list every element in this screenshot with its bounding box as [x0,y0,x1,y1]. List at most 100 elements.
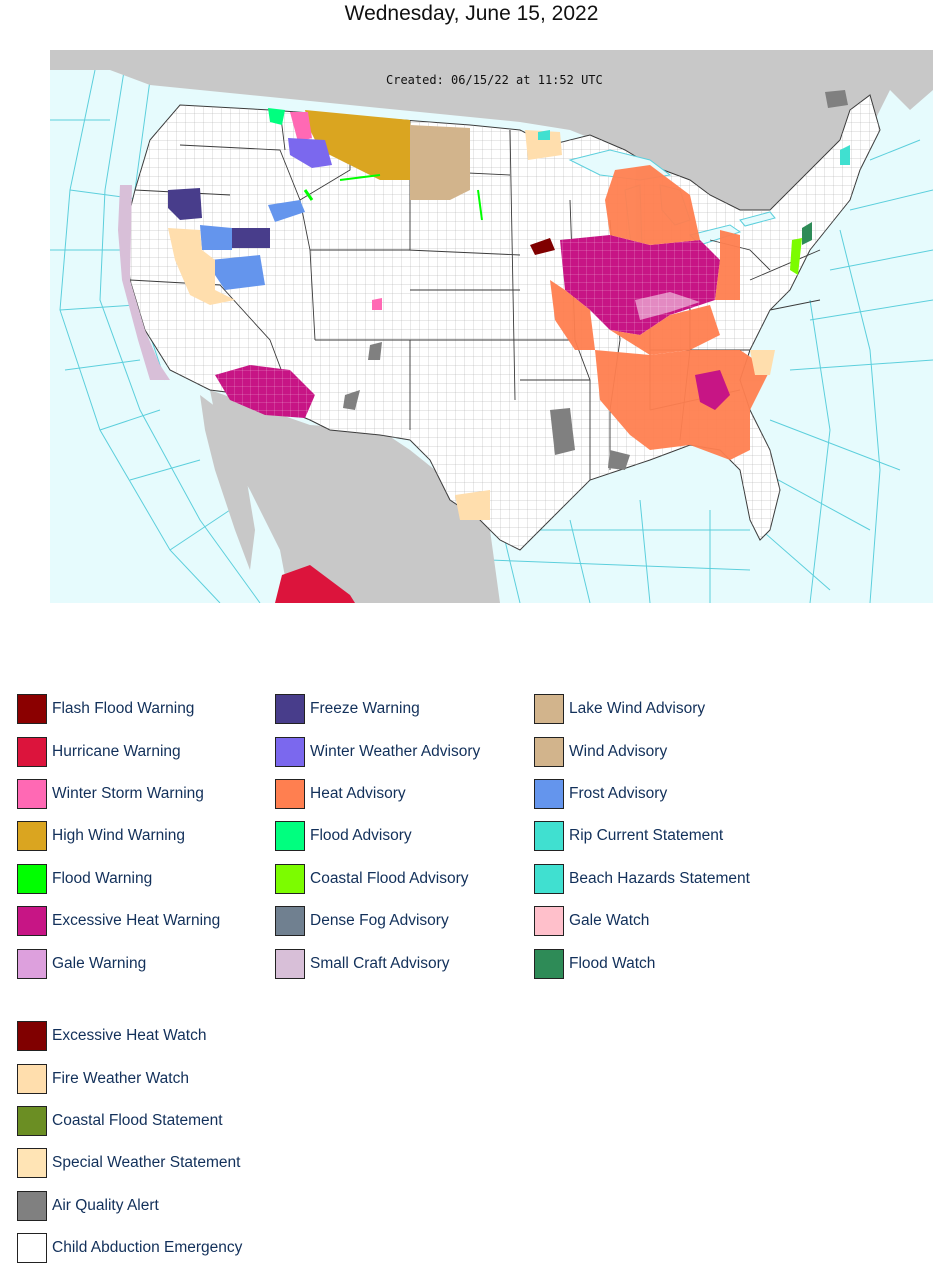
legend-item: Frost Advisory [534,773,750,815]
legend-label: Small Craft Advisory [310,954,450,972]
legend-item: High Wind Warning [17,815,220,857]
legend-label: Frost Advisory [569,784,668,802]
legend-label: Excessive Heat Watch [52,1027,207,1045]
legend-label: Lake Wind Advisory [569,700,706,718]
legend-column-3: Lake Wind Advisory Wind Advisory Frost Adv… [534,688,750,985]
coastal-flood-advisory [790,238,802,275]
legend-column-4: Excessive Heat Watch Fire Weather Watch Co… [17,1015,242,1269]
legend-swatch [275,906,305,937]
legend-label: High Wind Warning [52,827,185,845]
legend-swatch [534,778,564,809]
legend-label: Air Quality Alert [52,1196,159,1214]
legend-item: Fire Weather Watch [17,1057,242,1099]
legend-swatch [275,694,305,725]
legend-swatch [275,736,305,767]
legend-swatch [534,736,564,767]
legend-item: Dense Fog Advisory [275,900,480,942]
legend-item: Excessive Heat Watch [17,1015,242,1057]
legend-label: Flood Warning [52,869,153,887]
legend-item: Special Weather Statement [17,1142,242,1184]
map-created-label: Created: 06/15/22 at 11:52 UTC [386,73,603,87]
legend-label: Rip Current Statement [569,827,724,845]
legend-label: Flood Advisory [310,827,412,845]
legend-item: Coastal Flood Advisory [275,858,480,900]
legend-column-2: Freeze Warning Winter Weather Advisory Hea… [275,688,480,985]
legend-label: Heat Advisory [310,784,406,802]
legend-swatch [17,863,47,894]
freeze-warning [168,188,270,248]
legend-item: Flood Watch [534,942,750,984]
legend-label: Winter Weather Advisory [310,742,481,760]
excessive-heat-watch-area [530,238,555,255]
hurricane-warning [275,565,355,603]
legend-swatch [17,1233,47,1264]
legend-swatch [17,778,47,809]
legend-swatch [17,1148,47,1179]
legend-item: Child Abduction Emergency [17,1227,242,1269]
legend-label: Flash Flood Warning [52,700,195,718]
legend-swatch [17,1190,47,1221]
legend-column-1: Flash Flood Warning Hurricane Warning Wint… [17,688,220,985]
legend-swatch [534,694,564,725]
legend-label: Winter Storm Warning [52,784,204,802]
legend-item: Heat Advisory [275,773,480,815]
legend-swatch [17,736,47,767]
legend-label: Fire Weather Watch [52,1069,189,1087]
legend-label: Gale Watch [569,912,650,930]
wind-advisory [410,125,470,200]
legend-label: Coastal Flood Advisory [310,869,469,887]
legend-label: Flood Watch [569,954,656,972]
legend-item: Wind Advisory [534,730,750,772]
legend-item: Beach Hazards Statement [534,858,750,900]
legend-item: Freeze Warning [275,688,480,730]
winter-weather-advisory [288,138,332,168]
map-image: Created: 06/15/22 at 11:52 UTC [50,50,933,603]
legend-label: Dense Fog Advisory [310,912,449,930]
fire-weather-watch [168,130,775,520]
legend-swatch [534,948,564,979]
legend-swatch [275,778,305,809]
legend-label: Excessive Heat Warning [52,912,221,930]
high-wind-warning [305,110,415,180]
winter-storm-warning [290,112,312,142]
legend-item: Flash Flood Warning [17,688,220,730]
legend-swatch [17,948,47,979]
canada [50,50,933,225]
legend-label: Gale Warning [52,954,147,972]
legend-label: Wind Advisory [569,742,668,760]
legend-item: Rip Current Statement [534,815,750,857]
legend-item: Excessive Heat Warning [17,900,220,942]
legend-swatch [17,1021,47,1052]
legend-swatch [534,863,564,894]
frost-advisory [200,200,305,290]
legend-item: Lake Wind Advisory [534,688,750,730]
legend-item: Winter Storm Warning [17,773,220,815]
legend-swatch [17,1063,47,1094]
legend-swatch [275,948,305,979]
legend-item: Flood Warning [17,858,220,900]
legend-label: Hurricane Warning [52,742,181,760]
legend-swatch [17,821,47,852]
legend-swatch [275,821,305,852]
legend-item: Gale Warning [17,942,220,984]
weather-alert-map: Created: 06/15/22 at 11:52 UTC [50,50,933,603]
legend-swatch [17,906,47,937]
legend-item: Coastal Flood Statement [17,1100,242,1142]
heat-advisory [550,165,770,460]
legend-swatch [275,863,305,894]
legend-item: Hurricane Warning [17,730,220,772]
legend-label: Special Weather Statement [52,1154,241,1172]
gale-warning-coast [118,185,170,380]
legend-label: Beach Hazards Statement [569,869,750,887]
legend-swatch [534,821,564,852]
legend-swatch [17,1105,47,1136]
legend-item: Gale Watch [534,900,750,942]
legend-label: Freeze Warning [310,700,420,718]
legend-item: Small Craft Advisory [275,942,480,984]
legend-label: Coastal Flood Statement [52,1111,223,1129]
legend-swatch [17,694,47,725]
marine-zones-atlantic [480,139,933,603]
legend-swatch [534,906,564,937]
page-title: Wednesday, June 15, 2022 [344,2,599,25]
legend-item: Air Quality Alert [17,1185,242,1227]
